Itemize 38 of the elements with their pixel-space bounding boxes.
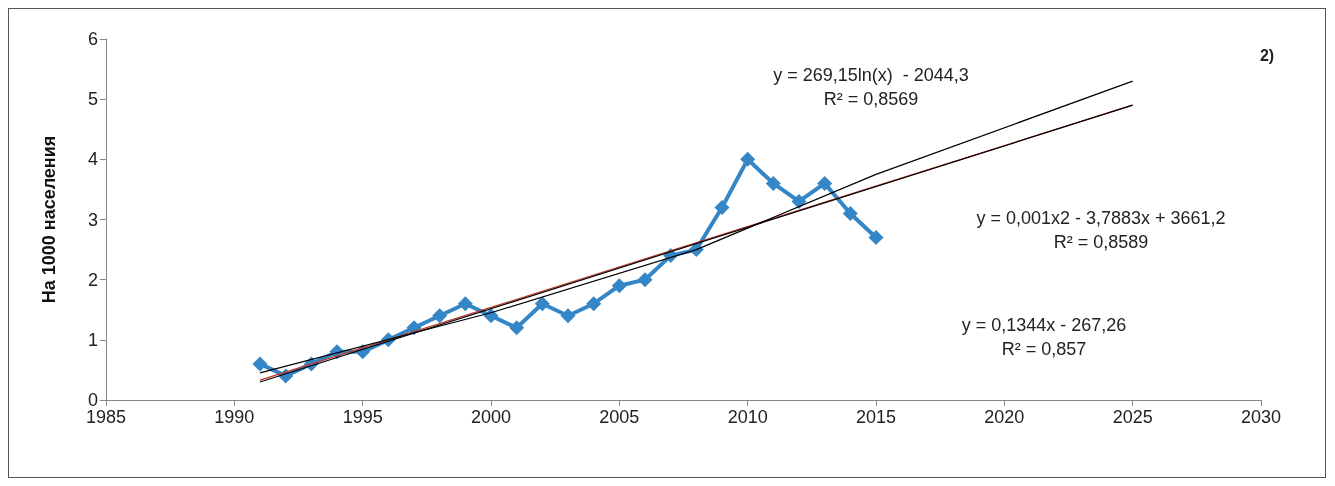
x-tick-label: 1995 <box>342 407 383 427</box>
x-tick-label: 2025 <box>1112 407 1153 427</box>
annotation: y = 0,1344x - 267,26 R² = 0,857 <box>961 315 1127 359</box>
y-tick-label: 0 <box>87 390 98 410</box>
x-tick-label: 1990 <box>214 407 255 427</box>
point <box>765 175 781 191</box>
point <box>586 296 602 312</box>
point <box>432 308 448 324</box>
point <box>791 193 807 209</box>
point <box>740 151 756 167</box>
point <box>714 199 730 215</box>
point <box>637 272 653 288</box>
y-tick-label: 5 <box>87 89 98 110</box>
point <box>534 296 550 312</box>
point <box>817 175 833 191</box>
point <box>509 320 525 336</box>
x-tick-label: 2030 <box>1240 407 1282 427</box>
x-tick-label: 2000 <box>470 407 512 427</box>
point <box>868 230 884 246</box>
x-tick-label: 2005 <box>599 407 640 427</box>
y-tick-label: 1 <box>87 329 98 350</box>
point <box>560 308 576 324</box>
y-tick-label: 2 <box>87 269 98 290</box>
y-tick-label: 6 <box>87 29 98 49</box>
x-tick-label: 2020 <box>984 407 1025 427</box>
x-tick-label: 1985 <box>85 407 127 427</box>
point <box>252 356 268 372</box>
annotation: y = 269,15ln(x) - 2044,3 R² = 0,8569 <box>773 65 969 109</box>
y-tick-label: 4 <box>87 149 98 170</box>
x-tick-label: 2010 <box>727 407 768 427</box>
y-tick-label: 3 <box>87 209 98 230</box>
point <box>842 205 858 221</box>
x-tick-label: 2015 <box>855 407 897 427</box>
y-axis-title: На 1000 населения <box>39 135 59 304</box>
point <box>457 296 473 312</box>
annotation: 2) <box>1259 46 1275 64</box>
point <box>611 278 627 294</box>
annotation: y = 0,001x2 - 3,7883x + 3661,2 R² = 0,8589 <box>976 208 1226 252</box>
